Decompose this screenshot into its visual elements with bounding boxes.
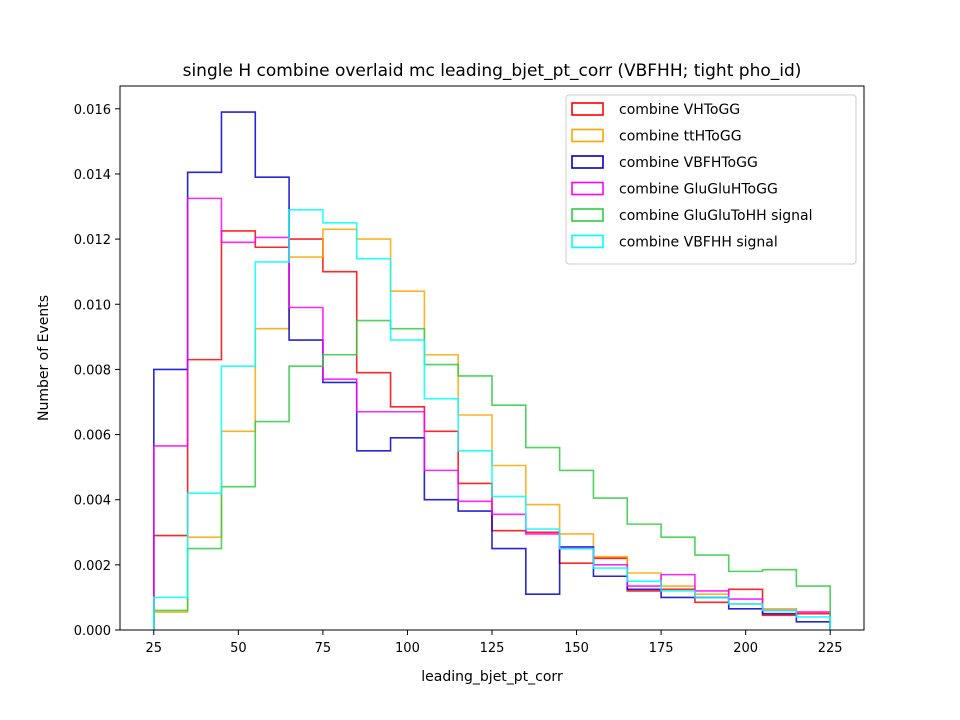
x-tick-label: 125	[480, 641, 505, 656]
x-tick-label: 25	[146, 641, 163, 656]
x-tick-label: 50	[230, 641, 247, 656]
x-axis-label: leading_bjet_pt_corr	[421, 669, 563, 685]
legend-label: combine VBFHToGG	[619, 155, 758, 171]
legend-frame	[565, 94, 857, 265]
y-tick-label: 0.004	[74, 494, 111, 509]
legend-swatch	[571, 208, 604, 222]
series-line-3	[153, 197, 831, 630]
chart-title: single H combine overlaid mc leading_bje…	[183, 61, 802, 81]
series-line-4	[153, 319, 831, 630]
y-axis: 0.000 0.002 0.004 0.006 0.008 0.010 0.012 0.014…	[74, 103, 120, 639]
legend-swatch	[571, 128, 604, 143]
y-tick-label: 0.012	[74, 233, 111, 248]
legend-swatch	[571, 181, 604, 196]
y-tick-label: 0.016	[74, 103, 111, 118]
series-line-5	[153, 208, 831, 630]
legend: combine VHToGG combine ttHToGG combine VBF…	[565, 94, 857, 265]
x-tick-label: 75	[315, 641, 332, 656]
y-tick-label: 0.000	[74, 624, 111, 639]
y-tick-label: 0.014	[74, 168, 111, 183]
x-tick-label: 200	[733, 641, 758, 656]
y-tick-label: 0.002	[74, 559, 111, 574]
x-tick-label: 100	[395, 641, 420, 656]
y-tick-label: 0.006	[74, 429, 111, 444]
legend-label: combine GluGluHToGG	[619, 182, 778, 198]
legend-label: combine GluGluToHH signal	[619, 208, 813, 224]
legend-label: combine VHToGG	[619, 102, 740, 118]
legend-swatch	[571, 155, 604, 169]
legend-label: combine VBFHH signal	[619, 235, 778, 251]
y-tick-label: 0.008	[74, 363, 111, 378]
x-axis: 25 50 75 100 125 150 175 200 225	[146, 630, 843, 656]
legend-swatch	[571, 234, 604, 249]
x-tick-label: 175	[649, 641, 674, 656]
plot-area	[153, 111, 831, 630]
x-tick-label: 225	[818, 641, 843, 656]
legend-swatch	[571, 102, 604, 116]
legend-label: combine ttHToGG	[619, 129, 742, 145]
y-tick-label: 0.010	[74, 298, 111, 313]
x-tick-label: 150	[564, 641, 589, 656]
y-axis-label: Number of Events	[36, 295, 52, 421]
